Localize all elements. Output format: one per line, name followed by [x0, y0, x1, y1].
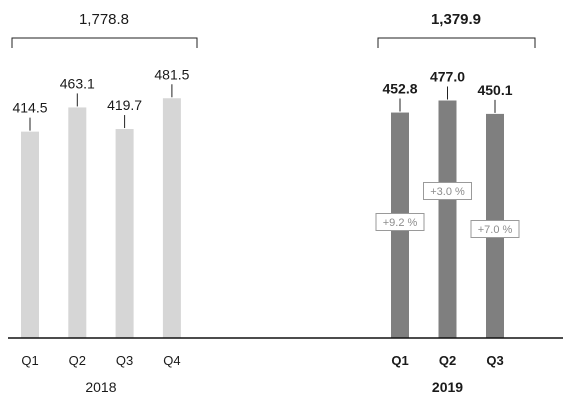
group-2019-change-badge-Q1 — [375, 213, 425, 231]
group-2018-value-label-Q4: 481.5 — [154, 66, 189, 82]
group-2018-bar-Q2 — [68, 107, 87, 338]
group-2019-total-label: 1,379.9 — [431, 11, 481, 28]
group-2019-bar-Q2 — [438, 100, 457, 338]
group-2018-category-label-Q1: Q1 — [21, 353, 38, 368]
group-2019-year-label: 2019 — [432, 379, 463, 394]
group-2018-total-label: 1,778.8 — [79, 11, 129, 28]
group-2019-change-label-Q3: +7.0 % — [478, 224, 513, 236]
group-2019-value-label-Q2: 477.0 — [430, 69, 465, 85]
group-2018-total-bracket — [11, 37, 198, 48]
group-2019-category-label-Q2: Q2 — [439, 353, 456, 368]
group-2019-change-badge-Q2 — [423, 182, 472, 200]
group-2018-value-label-Q2: 463.1 — [60, 75, 95, 91]
group-2019-value-label-Q3: 450.1 — [477, 82, 512, 98]
group-2019-value-label-Q1: 452.8 — [382, 81, 417, 97]
group-2018-category-label-Q3: Q3 — [116, 353, 133, 368]
group-2018-category-label-Q2: Q2 — [69, 353, 86, 368]
group-2018-bar-Q1 — [21, 131, 39, 338]
group-2018-bar-Q3 — [115, 129, 134, 338]
group-2019-change-label-Q2: +3.0 % — [430, 186, 465, 198]
group-2019-category-label-Q1: Q1 — [391, 353, 408, 368]
group-2018-bar-Q4 — [162, 98, 181, 339]
group-2018-category-label-Q4: Q4 — [163, 353, 180, 368]
group-2019-total-bracket — [377, 37, 536, 48]
group-2019-change-badge-Q3 — [470, 220, 520, 238]
group-2018-value-label-Q1: 414.5 — [12, 100, 47, 116]
group-2019-category-label-Q3: Q3 — [486, 353, 503, 368]
group-2018-year-label: 2018 — [85, 379, 116, 394]
group-2018-value-label-Q3: 419.7 — [107, 97, 142, 113]
group-2019-change-label-Q1: +9.2 % — [383, 217, 418, 229]
